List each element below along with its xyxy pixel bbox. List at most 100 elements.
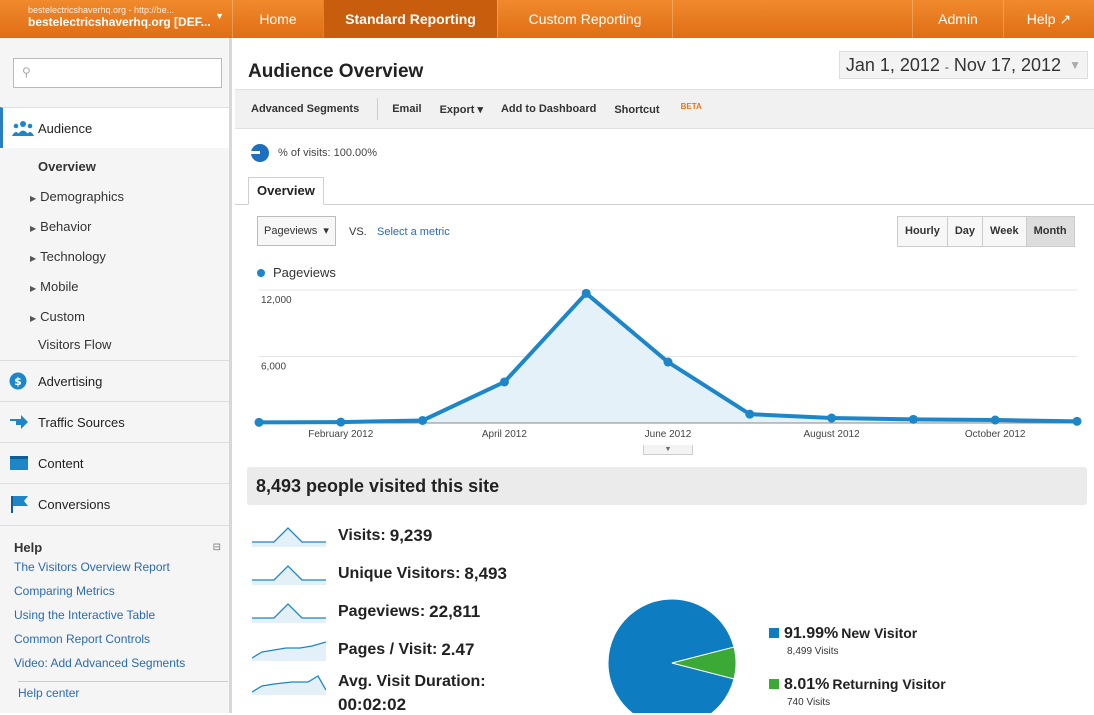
data-point: [581, 288, 591, 298]
x-tick-label: October 2012: [965, 429, 1026, 440]
y-tick-label: 6,000: [261, 362, 286, 373]
segment-summary: % of visits: 100.00%: [251, 144, 377, 162]
metric-row: Pageviews: 22,811: [252, 597, 480, 627]
chart-expand-handle[interactable]: ▼: [643, 445, 693, 455]
data-point: [990, 415, 1000, 425]
chevron-down-icon: ▼: [1069, 58, 1081, 72]
help-panel: Help ⊟ The Visitors Overview Report Comp…: [0, 525, 229, 715]
page-title: Audience Overview: [248, 61, 424, 82]
sparkline-icon: [252, 527, 326, 547]
pie-slice-new-visitor[interactable]: [607, 598, 735, 713]
help-link[interactable]: Using the Interactive Table: [14, 608, 156, 622]
sidebar-item-audience[interactable]: Audience: [0, 107, 229, 148]
triangle-right-icon: ▶: [30, 314, 37, 323]
help-link[interactable]: The Visitors Overview Report: [14, 560, 170, 574]
date-range-picker[interactable]: Jan 1, 2012 - Nov 17, 2012 ▼: [838, 51, 1088, 79]
help-link[interactable]: Common Report Controls: [14, 632, 151, 646]
report-toolbar: Advanced Segments Email Export ▾ Add to …: [235, 89, 1094, 129]
x-tick-label: June 2012: [645, 429, 692, 440]
sparkline-icon: [252, 565, 326, 585]
traffic-arrows-icon: [10, 415, 28, 429]
help-center-link[interactable]: Help center: [18, 681, 228, 700]
data-point: [499, 377, 509, 387]
pie-icon: [251, 144, 269, 162]
sidebar-item-conversions[interactable]: Conversions: [0, 483, 229, 524]
month-button[interactable]: Month: [1026, 217, 1074, 246]
pie-slice-returning-visitor[interactable]: [671, 646, 737, 680]
add-to-dashboard-button[interactable]: Add to Dashboard: [500, 103, 597, 115]
sidebar-item-technology[interactable]: ▶ Technology: [30, 249, 106, 264]
help-link[interactable]: Comparing Metrics: [14, 584, 115, 598]
data-point: [418, 415, 428, 425]
chart-legend: Pageviews: [257, 265, 336, 280]
sidebar: ⚲ Audience Overview ▶ Demographics ▶ Behav…: [0, 38, 232, 713]
metric-row: Pages / Visit: 2.47: [252, 635, 474, 665]
metric-row: Unique Visitors: 8,493: [252, 559, 507, 589]
data-point: [827, 413, 837, 423]
help-title: Help: [14, 540, 43, 555]
legend-square: [769, 679, 779, 689]
content-icon: [10, 456, 28, 470]
sidebar-item-demographics[interactable]: ▶ Demographics: [30, 189, 124, 204]
day-button[interactable]: Day: [947, 217, 984, 246]
main-content: Audience Overview Jan 1, 2012 - Nov 17, …: [235, 38, 1094, 714]
vs-label: VS.: [349, 226, 367, 238]
x-tick-label: August 2012: [804, 429, 861, 440]
triangle-right-icon: ▶: [30, 284, 37, 293]
sidebar-item-mobile[interactable]: ▶ Mobile: [30, 279, 79, 294]
data-point: [663, 357, 673, 367]
metric-select[interactable]: Pageviews ▾: [257, 216, 336, 246]
sidebar-item-traffic-sources[interactable]: Traffic Sources: [0, 401, 229, 442]
shortcut-button[interactable]: Shortcut BETA: [614, 101, 702, 117]
sparkline-icon: [252, 603, 326, 623]
sidebar-item-advertising[interactable]: $ Advertising: [0, 360, 229, 401]
week-button[interactable]: Week: [983, 217, 1027, 246]
search-icon: ⚲: [22, 65, 31, 79]
collapse-icon[interactable]: ⊟: [212, 542, 221, 553]
sidebar-item-overview[interactable]: Overview: [38, 159, 96, 174]
nav-admin[interactable]: Admin: [912, 0, 1003, 38]
sidebar-item-behavior[interactable]: ▶ Behavior: [30, 219, 92, 234]
nav-standard-reporting[interactable]: Standard Reporting: [323, 0, 497, 38]
select-metric-link[interactable]: Select a metric: [377, 226, 450, 238]
legend-square: [769, 628, 779, 638]
dollar-icon: $: [9, 372, 27, 390]
sidebar-item-visitors-flow[interactable]: Visitors Flow: [38, 337, 112, 352]
sidebar-item-custom[interactable]: ▶ Custom: [30, 309, 85, 324]
data-point: [745, 409, 755, 419]
series-area: [259, 293, 1077, 423]
svg-text:$: $: [14, 375, 22, 388]
hourly-button[interactable]: Hourly: [898, 217, 948, 246]
email-button[interactable]: Email: [392, 103, 422, 115]
sidebar-item-label: Audience: [38, 120, 93, 136]
top-nav-bar: bestelectricshaverhq.org - http://be... …: [0, 0, 1094, 38]
sparkline-icon: [252, 675, 326, 695]
legend-dot: [257, 269, 265, 277]
nav-custom-reporting[interactable]: Custom Reporting: [497, 0, 672, 38]
triangle-right-icon: ▶: [30, 194, 37, 203]
advanced-segments-button[interactable]: Advanced Segments: [251, 103, 360, 115]
nav-help[interactable]: Help ↗: [1003, 0, 1094, 38]
x-tick-label: April 2012: [482, 429, 527, 440]
sidebar-item-content[interactable]: Content: [0, 442, 229, 483]
help-link[interactable]: Video: Add Advanced Segments: [14, 656, 186, 670]
x-tick-label: February 2012: [308, 429, 373, 440]
search-input[interactable]: ⚲: [13, 58, 222, 88]
triangle-right-icon: ▶: [30, 254, 37, 263]
people-icon: [12, 121, 34, 136]
nav-home[interactable]: Home: [232, 0, 323, 38]
account-selector[interactable]: bestelectricshaverhq.org - http://be... …: [0, 0, 232, 38]
export-button[interactable]: Export ▾: [439, 103, 483, 116]
chevron-down-icon: ▼: [215, 11, 224, 21]
y-tick-label: 12,000: [261, 295, 292, 306]
data-point: [336, 417, 346, 427]
pageviews-chart[interactable]: 12,000 6,000 February 2012 April 2012 June 2…: [235, 283, 1094, 463]
data-point: [1072, 416, 1082, 426]
tab-overview[interactable]: Overview: [248, 177, 324, 205]
visitor-type-pie-chart[interactable]: [607, 598, 737, 713]
account-name: bestelectricshaverhq.org [DEF...: [28, 15, 211, 29]
visitors-summary: 8,493 people visited this site: [247, 467, 1087, 505]
metric-row: Avg. Visit Duration: 00:02:02: [252, 673, 486, 714]
flag-icon: [11, 496, 28, 513]
triangle-right-icon: ▶: [30, 224, 37, 233]
